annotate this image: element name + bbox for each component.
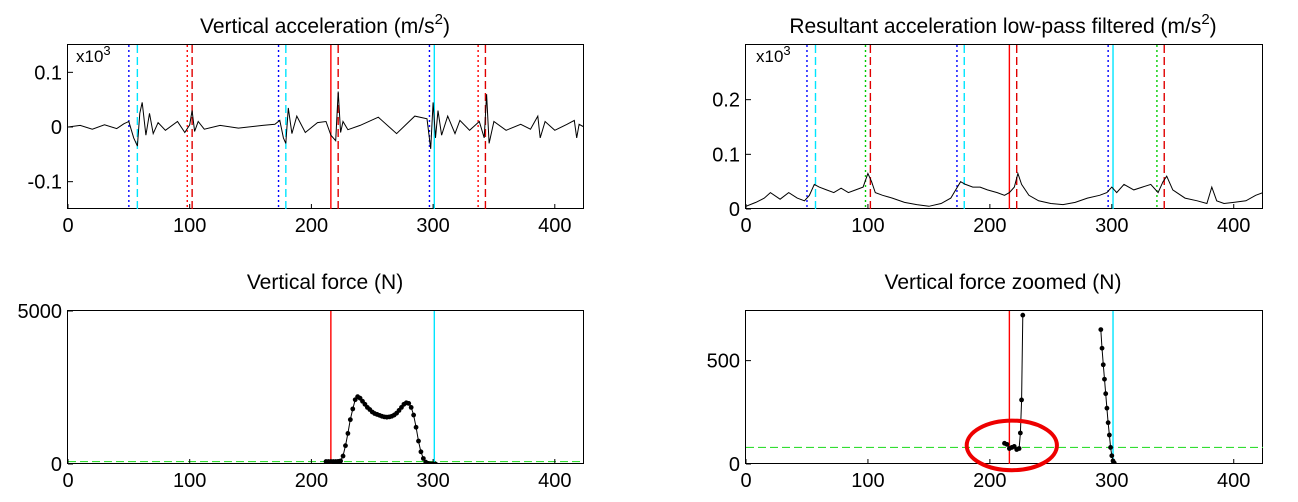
panel-title: Vertical force zoomed (N) bbox=[885, 271, 1122, 294]
x-tick-label: 200 bbox=[973, 470, 1006, 492]
data-point bbox=[1020, 312, 1026, 318]
data-point bbox=[1108, 445, 1113, 450]
data-point bbox=[350, 406, 356, 412]
panel-title: Vertical force (N) bbox=[247, 271, 403, 294]
plot-clipped bbox=[68, 45, 584, 209]
data-point bbox=[1019, 397, 1024, 403]
x-tick-label: 300 bbox=[1095, 470, 1128, 492]
plot-clipped bbox=[746, 45, 1263, 209]
y-tick-label: 0.2 bbox=[712, 90, 740, 112]
plot-area-frame bbox=[67, 310, 584, 464]
x-tick-label: 400 bbox=[538, 215, 571, 237]
data-point bbox=[1111, 460, 1117, 464]
y-tick-label: 0.1 bbox=[34, 62, 62, 84]
data-point bbox=[406, 401, 412, 406]
x-tick-label: 0 bbox=[740, 470, 751, 492]
data-point bbox=[338, 458, 344, 464]
data-point bbox=[345, 431, 351, 436]
data-point bbox=[1106, 432, 1112, 438]
plot-area-frame bbox=[745, 44, 1263, 209]
y-tick-label: 0 bbox=[729, 454, 740, 476]
y-tick-label: 5000 bbox=[18, 301, 63, 323]
x-tick-label: 300 bbox=[1095, 215, 1128, 237]
x-tick-label: 0 bbox=[740, 215, 751, 237]
plot-layer: 0 100 200 300 400 0 5000 bbox=[18, 301, 584, 492]
data-point bbox=[340, 453, 346, 459]
data-point bbox=[1099, 345, 1105, 351]
x-tick-label: 100 bbox=[173, 470, 206, 492]
data-point bbox=[413, 424, 419, 430]
series-line bbox=[68, 91, 584, 149]
series-line bbox=[1004, 315, 1024, 451]
y-tick-label: 0.1 bbox=[712, 144, 740, 166]
y-tick-label: 0 bbox=[51, 117, 62, 139]
x-tick-label: 400 bbox=[1217, 215, 1250, 237]
data-point bbox=[1102, 376, 1107, 382]
plot-layer: 0 100 200 300 400 0 0.1 0.2 bbox=[712, 45, 1263, 237]
data-point bbox=[416, 438, 421, 444]
panel-resultant-acceleration: Resultant acceleration low-pass filtered… bbox=[712, 11, 1263, 237]
data-point bbox=[1104, 405, 1110, 411]
data-point bbox=[418, 449, 424, 455]
plot-layer: 0 100 200 300 400-0.100.1 bbox=[28, 45, 584, 237]
data-point bbox=[1017, 430, 1023, 436]
y-tick-label: 500 bbox=[707, 351, 740, 373]
panel-vertical-acceleration: Vertical acceleration (m/s2) x103 0 100 20… bbox=[28, 11, 584, 237]
x-tick-label: 200 bbox=[295, 215, 328, 237]
x-tick-label: 200 bbox=[973, 215, 1006, 237]
x-tick-label: 100 bbox=[173, 215, 206, 237]
x-tick-label: 0 bbox=[62, 470, 73, 492]
data-point bbox=[1098, 327, 1104, 333]
y-tick-label: -0.1 bbox=[28, 172, 62, 194]
x-tick-label: 0 bbox=[62, 215, 73, 237]
data-point bbox=[343, 443, 348, 449]
data-point bbox=[1100, 362, 1106, 368]
plot-area-frame bbox=[745, 310, 1263, 464]
plot-clipped bbox=[68, 311, 584, 464]
data-point bbox=[420, 456, 426, 461]
data-point bbox=[1016, 446, 1022, 451]
y-tick-label: 0 bbox=[729, 199, 740, 221]
x-tick-label: 300 bbox=[416, 215, 449, 237]
x-tick-label: 300 bbox=[416, 470, 449, 492]
y-tick-label: 0 bbox=[51, 454, 62, 476]
data-point bbox=[408, 404, 414, 410]
x-tick-label: 400 bbox=[538, 470, 571, 492]
panel-vertical-force: Vertical force (N) 0 100 200 300 400 0 5000 bbox=[18, 271, 584, 492]
panel-title: Vertical acceleration (m/s2) bbox=[200, 11, 450, 38]
annotation-circle bbox=[964, 418, 1059, 473]
x-tick-label: 400 bbox=[1217, 470, 1250, 492]
axis-multiplier: x103 bbox=[756, 43, 791, 66]
data-point bbox=[1004, 441, 1010, 447]
data-point bbox=[1105, 420, 1111, 426]
axis-multiplier: x103 bbox=[76, 43, 111, 66]
x-tick-label: 100 bbox=[851, 470, 884, 492]
data-point bbox=[1103, 391, 1109, 397]
panel-vertical-force-zoomed: Vertical force zoomed (N) 0 100 200 300 4000… bbox=[707, 271, 1263, 492]
data-point bbox=[433, 461, 438, 464]
x-tick-label: 200 bbox=[295, 470, 328, 492]
panel-title: Resultant acceleration low-pass filtered… bbox=[789, 11, 1216, 38]
data-point bbox=[411, 412, 417, 418]
plot-layer: 0 100 200 300 400 0 500 bbox=[707, 311, 1263, 492]
plot-clipped bbox=[746, 311, 1263, 464]
data-point bbox=[1109, 453, 1115, 459]
series-line bbox=[746, 171, 1263, 207]
data-point bbox=[347, 417, 353, 423]
x-tick-label: 100 bbox=[851, 215, 884, 237]
